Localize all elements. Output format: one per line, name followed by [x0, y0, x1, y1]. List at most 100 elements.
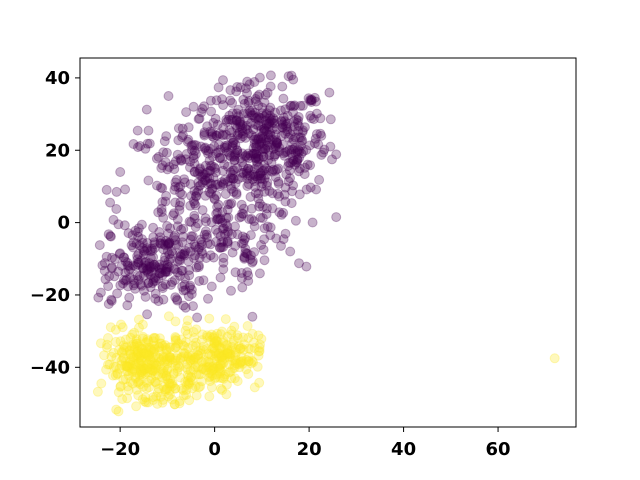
data-point-class-0 [273, 189, 282, 198]
data-point-class-0 [302, 185, 311, 194]
data-point-class-0 [177, 266, 186, 275]
data-point-class-0 [266, 71, 275, 80]
data-point-class-1 [221, 315, 230, 324]
data-point-class-1 [222, 390, 231, 399]
data-point-class-1 [114, 407, 123, 416]
x-tick-label: 0 [208, 439, 221, 460]
data-point-class-0 [158, 284, 167, 293]
data-point-class-1 [177, 353, 186, 362]
data-point-class-0 [114, 220, 123, 229]
data-point-class-0 [209, 253, 218, 262]
data-point-class-0 [116, 168, 125, 177]
data-point-class-0 [144, 126, 153, 135]
y-tick-label: 0 [57, 213, 70, 234]
data-point-class-1 [242, 365, 251, 374]
data-point-class-0 [240, 99, 249, 108]
data-point-class-0 [94, 293, 103, 302]
data-point-class-0 [175, 255, 184, 264]
data-point-class-0 [326, 142, 335, 151]
data-point-class-1 [205, 392, 214, 401]
data-point-class-0 [226, 86, 235, 95]
data-point-class-0 [194, 263, 203, 272]
data-point-class-0 [104, 282, 113, 291]
data-point-class-1 [155, 342, 164, 351]
data-point-class-1 [194, 383, 203, 392]
data-point-class-0 [149, 233, 158, 242]
data-point-class-1 [229, 336, 238, 345]
y-tick-label: −20 [30, 285, 70, 306]
data-point-class-0 [184, 292, 193, 301]
data-point-class-1 [132, 402, 141, 411]
data-point-class-0 [173, 296, 182, 305]
data-point-class-1 [97, 379, 106, 388]
data-point-class-1 [215, 373, 224, 382]
data-point-class-0 [253, 92, 262, 101]
data-point-class-0 [303, 160, 312, 169]
data-point-class-0 [227, 286, 236, 295]
data-point-class-0 [277, 210, 286, 219]
data-point-class-1 [177, 335, 186, 344]
data-point-class-0 [268, 135, 277, 144]
data-point-class-1 [227, 326, 236, 335]
data-point-class-1 [164, 379, 173, 388]
data-point-class-0 [129, 238, 138, 247]
data-point-class-0 [265, 187, 274, 196]
data-point-class-0 [216, 273, 225, 282]
data-point-class-0 [212, 149, 221, 158]
data-point-class-1 [205, 314, 214, 323]
data-point-class-0 [122, 275, 131, 284]
data-point-class-0 [204, 294, 213, 303]
data-point-class-0 [291, 216, 300, 225]
data-point-class-0 [157, 208, 166, 217]
y-tick-label: 40 [45, 68, 70, 89]
data-point-class-0 [187, 218, 196, 227]
data-point-class-1 [181, 326, 190, 335]
data-point-class-0 [181, 155, 190, 164]
data-point-class-0 [278, 82, 287, 91]
data-point-class-0 [184, 123, 193, 132]
data-point-class-0 [332, 150, 341, 159]
data-point-class-0 [265, 119, 274, 128]
data-point-class-0 [141, 144, 150, 153]
data-point-class-0 [317, 131, 326, 140]
data-point-class-0 [244, 277, 253, 286]
data-point-class-0 [193, 313, 202, 322]
data-point-class-0 [164, 92, 173, 101]
data-point-class-0 [197, 240, 206, 249]
data-point-class-0 [152, 154, 161, 163]
data-point-class-0 [133, 126, 142, 135]
data-point-class-0 [197, 108, 206, 117]
data-point-class-0 [121, 185, 130, 194]
data-point-class-0 [237, 212, 246, 221]
data-point-class-0 [178, 133, 187, 142]
data-point-class-0 [191, 201, 200, 210]
data-point-class-1 [183, 316, 192, 325]
data-point-class-0 [269, 145, 278, 154]
data-point-class-0 [146, 283, 155, 292]
data-point-class-0 [293, 155, 302, 164]
data-point-class-0 [258, 179, 267, 188]
data-point-class-0 [234, 130, 243, 139]
data-point-class-0 [227, 184, 236, 193]
data-point-class-1 [207, 383, 216, 392]
data-point-class-0 [279, 94, 288, 103]
data-point-class-0 [262, 210, 271, 219]
data-point-class-1 [103, 340, 112, 349]
data-point-class-0 [149, 223, 158, 232]
data-point-class-0 [264, 156, 273, 165]
data-point-class-0 [136, 280, 145, 289]
data-point-class-0 [227, 152, 236, 161]
data-point-class-0 [174, 240, 183, 249]
data-point-class-0 [277, 241, 286, 250]
data-point-class-1 [244, 352, 253, 361]
data-point-class-0 [295, 147, 304, 156]
data-point-class-1 [165, 352, 174, 361]
data-point-class-0 [107, 295, 116, 304]
data-point-class-1 [190, 334, 199, 343]
data-point-class-0 [112, 205, 121, 214]
y-tick-label: −40 [30, 357, 70, 378]
data-point-class-0 [248, 312, 257, 321]
data-point-class-0 [144, 176, 153, 185]
data-point-class-1 [223, 347, 232, 356]
